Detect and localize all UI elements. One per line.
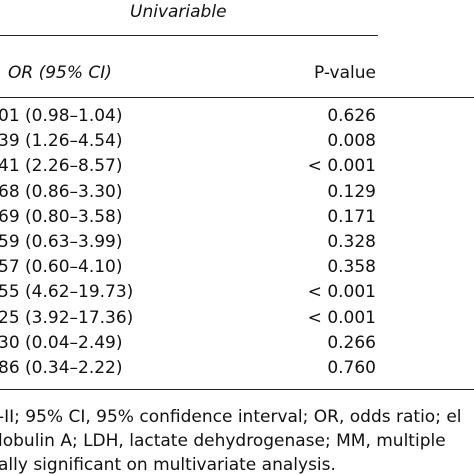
footnote-line: ally significant on multivariate analysi… bbox=[0, 455, 336, 474]
table-cell: 0.008 bbox=[327, 131, 376, 152]
table-cell: 0.129 bbox=[327, 181, 376, 202]
table-cell: 69 (0.80–3.58) bbox=[0, 206, 123, 227]
footnote-line: lobulin A; LDH, lactate dehydrogenase; M… bbox=[0, 431, 446, 451]
table-cell: < 0.001 bbox=[307, 156, 376, 177]
table-cell: 39 (1.26–4.54) bbox=[0, 131, 123, 152]
table-cell: 55 (4.62–19.73) bbox=[0, 282, 134, 303]
table-cell: 01 (0.98–1.04) bbox=[0, 106, 123, 126]
table-cell: 68 (0.86–3.30) bbox=[0, 181, 123, 202]
footnote-line: -II; 95% CI, 95% confidence interval; OR… bbox=[0, 407, 462, 427]
table-cell: 41 (2.26–8.57) bbox=[0, 156, 123, 177]
table-cell: 0.626 bbox=[327, 106, 376, 126]
table-cell: 0.171 bbox=[327, 206, 376, 227]
table-cell: 0.358 bbox=[327, 257, 376, 278]
column-header: OR (95% CI) bbox=[8, 63, 112, 83]
rule bbox=[0, 389, 474, 390]
table-cell: 86 (0.34–2.22) bbox=[0, 358, 123, 378]
table-cell: 0.266 bbox=[327, 332, 376, 353]
table-cell: < 0.001 bbox=[307, 282, 376, 303]
rule bbox=[0, 35, 378, 36]
table-cell: 25 (3.92–17.36) bbox=[0, 307, 134, 328]
table-cell: 30 (0.04–2.49) bbox=[0, 332, 123, 353]
table-cell: < 0.001 bbox=[307, 307, 376, 328]
group-header: Univariable bbox=[130, 2, 227, 22]
table-cell: 57 (0.60–4.10) bbox=[0, 257, 123, 278]
rule bbox=[0, 97, 474, 98]
column-header: P-value bbox=[314, 63, 376, 83]
table-cell: 0.328 bbox=[327, 232, 376, 252]
table-cell: 0.760 bbox=[327, 358, 376, 378]
table-cell: 59 (0.63–3.99) bbox=[0, 232, 123, 252]
